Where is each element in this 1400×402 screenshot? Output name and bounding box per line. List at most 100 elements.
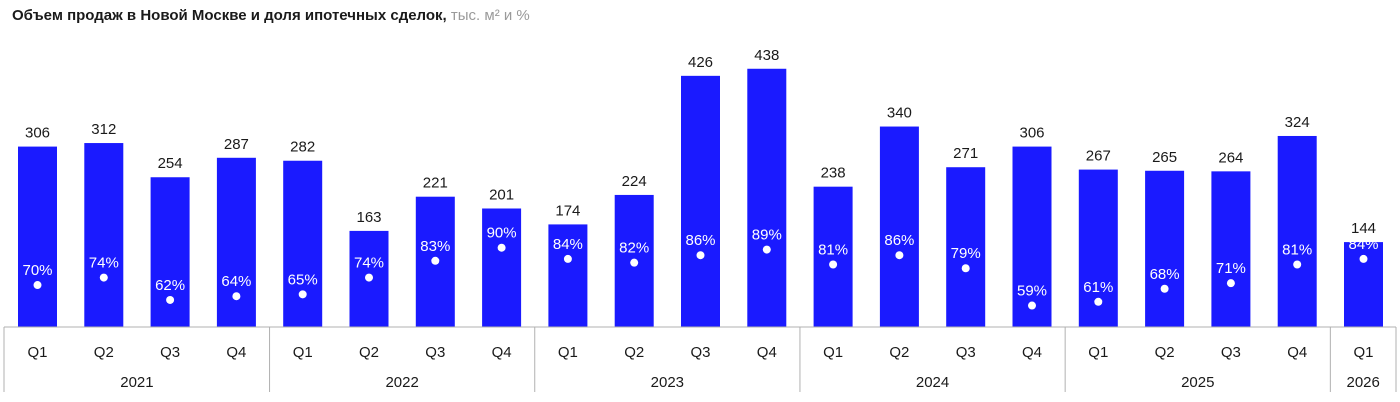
- bar: [1012, 146, 1052, 327]
- bar: [1211, 171, 1251, 327]
- mortgage-share-label: 74%: [354, 255, 384, 272]
- mortgage-share-label: 84%: [553, 236, 583, 253]
- year-label: 2023: [651, 374, 684, 391]
- bar: [1277, 135, 1317, 327]
- bar-value-label: 201: [489, 186, 514, 203]
- year-label: 2022: [385, 374, 418, 391]
- bar: [747, 68, 787, 327]
- mortgage-share-label: 81%: [1282, 242, 1312, 259]
- mortgage-share-label: 81%: [818, 242, 848, 259]
- mortgage-share-label: 74%: [89, 255, 119, 272]
- bar-value-label: 163: [356, 209, 381, 226]
- mortgage-share-label: 86%: [685, 232, 715, 249]
- mortgage-share-point: [99, 273, 108, 282]
- mortgage-share-label: 62%: [155, 277, 185, 294]
- x-tick-label: Q2: [889, 344, 909, 361]
- bar: [946, 167, 986, 327]
- mortgage-share-point: [166, 295, 175, 304]
- mortgage-share-point: [1160, 284, 1169, 293]
- bar-value-label: 438: [754, 47, 779, 64]
- bar: [283, 160, 323, 327]
- bar-value-label: 312: [91, 121, 116, 138]
- x-tick-label: Q1: [823, 344, 843, 361]
- year-label: 2024: [916, 374, 949, 391]
- x-tick-label: Q4: [226, 344, 246, 361]
- year-label: 2021: [120, 374, 153, 391]
- x-tick-label: Q3: [690, 344, 710, 361]
- x-tick-label: Q1: [1088, 344, 1108, 361]
- x-tick-label: Q4: [757, 344, 777, 361]
- bar-value-label: 174: [555, 202, 580, 219]
- bar-value-label: 238: [821, 165, 846, 182]
- mortgage-share-point: [298, 290, 307, 299]
- mortgage-share-label: 86%: [884, 232, 914, 249]
- bar: [681, 75, 720, 328]
- bar: [482, 208, 522, 327]
- chart-subtitle: тыс. м² и %: [450, 7, 530, 24]
- mortgage-share-label: 89%: [752, 227, 782, 244]
- mortgage-share-point: [762, 245, 771, 254]
- x-tick-label: Q2: [94, 344, 114, 361]
- mortgage-share-label: 71%: [1216, 260, 1246, 277]
- mortgage-share-point: [33, 281, 42, 290]
- bar-value-label: 282: [290, 139, 315, 156]
- mortgage-share-label: 83%: [420, 238, 450, 255]
- bar: [1145, 170, 1185, 327]
- mortgage-share-label: 79%: [951, 245, 981, 262]
- bar-value-label: 340: [887, 105, 912, 122]
- bar-value-label: 306: [1019, 125, 1044, 142]
- mortgage-share-point: [232, 292, 241, 301]
- bar-value-label: 224: [622, 173, 647, 190]
- x-tick-label: Q1: [1353, 344, 1373, 361]
- bar-value-label: 265: [1152, 149, 1177, 166]
- bar-value-label: 254: [158, 155, 183, 172]
- x-tick-label: Q3: [160, 344, 180, 361]
- x-tick-label: Q4: [1022, 344, 1042, 361]
- x-tick-label: Q4: [492, 344, 512, 361]
- year-label: 2026: [1346, 374, 1379, 391]
- mortgage-share-point: [497, 243, 506, 252]
- mortgage-share-point: [961, 264, 970, 273]
- year-label: 2025: [1181, 374, 1214, 391]
- x-tick-label: Q2: [359, 344, 379, 361]
- mortgage-share-point: [1359, 254, 1368, 263]
- mortgage-share-label: 70%: [22, 262, 52, 279]
- x-tick-label: Q4: [1287, 344, 1307, 361]
- bar-value-label: 267: [1086, 148, 1111, 165]
- mortgage-share-label: 64%: [221, 273, 251, 290]
- bar: [1344, 242, 1383, 327]
- x-tick-label: Q3: [425, 344, 445, 361]
- bar: [18, 146, 57, 327]
- mortgage-share-label: 84%: [1348, 236, 1378, 253]
- mortgage-share-point: [431, 256, 440, 265]
- x-tick-label: Q2: [1155, 344, 1175, 361]
- x-tick-label: Q1: [27, 344, 47, 361]
- bar: [150, 177, 190, 327]
- bar-value-label: 271: [953, 145, 978, 162]
- bar-value-label: 306: [25, 125, 50, 142]
- mortgage-share-label: 59%: [1017, 283, 1047, 300]
- mortgage-share-point: [365, 273, 373, 282]
- x-tick-label: Q2: [624, 344, 644, 361]
- mortgage-share-point: [630, 258, 639, 267]
- bar: [216, 157, 256, 327]
- mortgage-share-point: [1028, 301, 1036, 310]
- mortgage-share-label: 65%: [288, 271, 318, 288]
- x-tick-label: Q3: [1221, 344, 1241, 361]
- x-tick-label: Q3: [956, 344, 976, 361]
- mortgage-share-point: [1293, 260, 1302, 269]
- mortgage-share-label: 61%: [1083, 279, 1113, 296]
- bar: [84, 143, 124, 327]
- bar-value-label: 324: [1285, 114, 1310, 131]
- mortgage-share-label: 90%: [487, 225, 517, 242]
- mortgage-share-point: [1094, 297, 1103, 306]
- bar-value-label: 144: [1351, 220, 1376, 237]
- chart-title-line: Объем продаж в Новой Москве и доля ипоте…: [12, 7, 530, 24]
- mortgage-share-label: 82%: [619, 240, 649, 257]
- bar: [879, 126, 919, 328]
- bar-value-label: 287: [224, 136, 249, 153]
- bar-value-label: 221: [423, 175, 448, 192]
- mortgage-share-point: [1226, 279, 1235, 288]
